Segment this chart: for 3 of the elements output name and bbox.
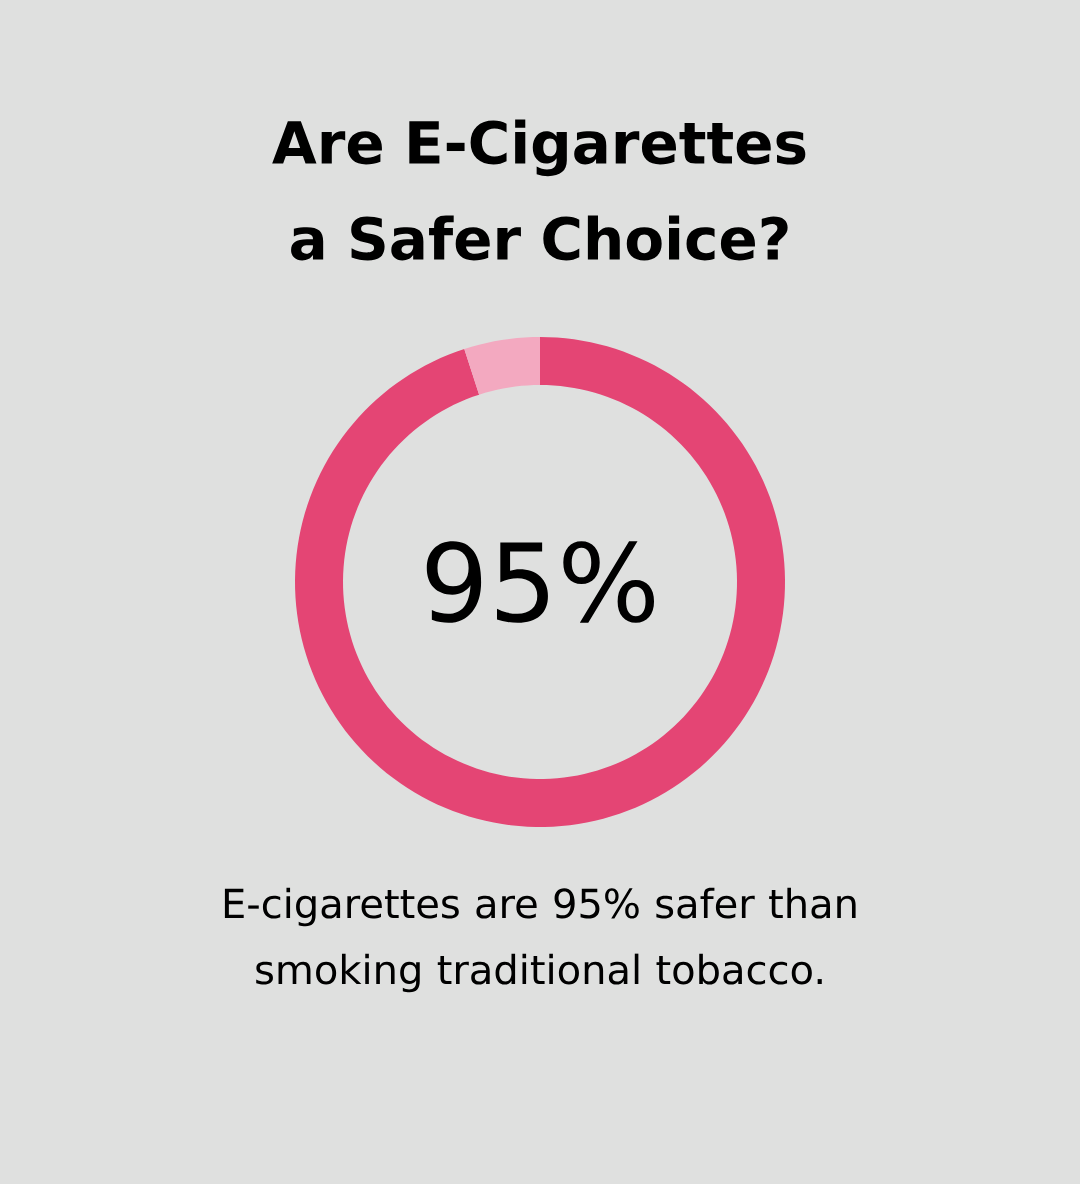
text: 95%: [426, 541, 655, 623]
text: E-cigarettes are 95% safer than smoking traditional tobacco.: [224, 887, 856, 993]
chart-title: Are E-Cigarettes a Safer Choice?: [272, 119, 806, 261]
